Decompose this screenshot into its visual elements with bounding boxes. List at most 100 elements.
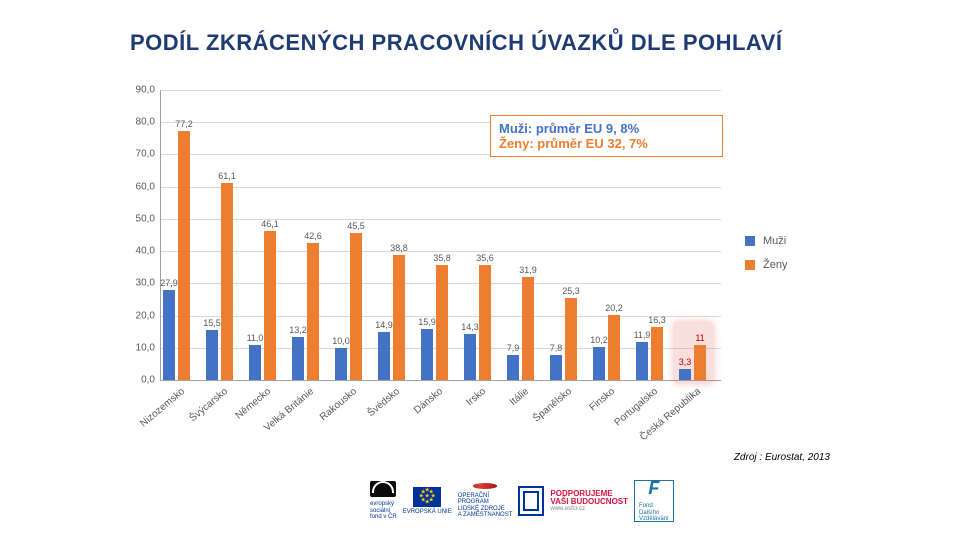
bar-muži: 27,9 — [163, 290, 175, 380]
bar-ženy: 35,6 — [479, 265, 491, 380]
x-category-label: Dánsko — [412, 386, 445, 416]
bar-ženy: 38,8 — [393, 255, 405, 380]
esf-icon — [370, 481, 396, 497]
bar-value-label: 77,2 — [175, 119, 193, 129]
averages-box: Muži: průměr EU 9, 8% Ženy: průměr EU 32… — [490, 115, 723, 157]
eu-flag-icon — [413, 487, 441, 507]
bar-value-label: 14,9 — [375, 320, 393, 330]
logo-mpsv — [518, 483, 544, 519]
bar-muži: 3,3 — [679, 369, 691, 380]
chart-x-axis-labels: NizozemskoŠvýcarskoNěmeckoVelká Británie… — [160, 382, 720, 450]
bar-value-label: 15,9 — [418, 317, 436, 327]
bar-group: 11,046,1 — [249, 90, 276, 380]
bar-value-label: 45,5 — [347, 221, 365, 231]
logo-podporujeme: PODPORUJEME VAŠI BUDOUCNOST www.esfcr.cz — [550, 483, 628, 519]
legend-label: Muži — [763, 235, 786, 247]
bar-ženy: 61,1 — [221, 183, 233, 380]
bar-muži: 7,9 — [507, 355, 519, 380]
x-category-label: Španělsko — [531, 386, 574, 424]
logo-fdv: F Fond Dalšího Vzdělávání — [634, 480, 674, 522]
mpsv-icon — [518, 486, 544, 516]
bar-value-label: 25,3 — [562, 286, 580, 296]
x-category-label: Irsko — [464, 386, 488, 408]
bar-group: 15,935,8 — [421, 90, 448, 380]
legend-swatch-zeny — [745, 260, 755, 270]
x-category-label: Finsko — [587, 386, 617, 413]
bar-ženy: 20,2 — [608, 315, 620, 380]
bar-ženy: 25,3 — [565, 298, 577, 380]
slide-title: PODÍL ZKRÁCENÝCH PRACOVNÍCH ÚVAZKŮ DLE P… — [130, 30, 782, 56]
bar-ženy: 77,2 — [178, 131, 190, 380]
bar-ženy: 46,1 — [264, 231, 276, 380]
bar-value-label: 13,2 — [289, 325, 307, 335]
bar-value-label: 14,3 — [461, 322, 479, 332]
logo-eu: EVROPSKÁ UNIE — [403, 483, 452, 519]
logo-op: OPERAČNÍ PROGRAM LIDSKÉ ZDROJE A ZAMĚSTN… — [458, 483, 513, 519]
x-category-label: Švýcarsko — [187, 386, 229, 424]
bar-group: 13,242,6 — [292, 90, 319, 380]
footer-logos: evropský sociální fond v ČR EVROPSKÁ UNI… — [370, 480, 840, 522]
bar-group: 15,561,1 — [206, 90, 233, 380]
bar-group: 27,977,2 — [163, 90, 190, 380]
bar-value-label: 7,8 — [550, 343, 563, 353]
bar-value-label: 3,3 — [679, 357, 692, 367]
bar-group: 14,335,6 — [464, 90, 491, 380]
y-tick-label: 30,0 — [136, 278, 155, 289]
bar-value-label: 31,9 — [519, 265, 537, 275]
y-tick-label: 80,0 — [136, 117, 155, 128]
bar-ženy: 31,9 — [522, 277, 534, 380]
y-tick-label: 40,0 — [136, 246, 155, 257]
source-text: Zdroj : Eurostat, 2013 — [734, 452, 830, 463]
y-tick-label: 60,0 — [136, 181, 155, 192]
bar-ženy: 35,8 — [436, 265, 448, 380]
bar-group: 14,938,8 — [378, 90, 405, 380]
x-category-label: Německo — [233, 386, 272, 422]
bar-value-label: 46,1 — [261, 219, 279, 229]
bar-muži: 13,2 — [292, 337, 304, 380]
bar-muži: 15,5 — [206, 330, 218, 380]
y-tick-label: 50,0 — [136, 213, 155, 224]
bar-ženy: 11 — [694, 345, 706, 380]
op-icon — [473, 483, 497, 489]
bar-ženy: 45,5 — [350, 233, 362, 380]
bar-ženy: 42,6 — [307, 243, 319, 380]
bar-muži: 10,2 — [593, 347, 605, 380]
bar-group: 10,045,5 — [335, 90, 362, 380]
bar-value-label: 10,2 — [590, 335, 608, 345]
bar-muži: 14,9 — [378, 332, 390, 380]
chart: 0,010,020,030,040,050,060,070,080,090,02… — [120, 80, 860, 450]
bar-value-label: 20,2 — [605, 303, 623, 313]
x-category-label: Švédsko — [365, 386, 401, 419]
legend-item-muzi: Muži — [745, 235, 787, 247]
avg-women: Ženy: průměr EU 32, 7% — [499, 136, 714, 151]
bar-value-label: 16,3 — [648, 315, 666, 325]
y-tick-label: 90,0 — [136, 85, 155, 96]
fdv-icon: F — [648, 479, 659, 499]
bar-ženy: 16,3 — [651, 327, 663, 380]
bar-value-label: 27,9 — [160, 278, 178, 288]
bar-value-label: 11 — [695, 333, 704, 343]
bar-value-label: 35,6 — [476, 253, 494, 263]
bar-muži: 11,9 — [636, 342, 648, 380]
x-category-label: Rakousko — [317, 386, 358, 423]
logo-esf: evropský sociální fond v ČR — [370, 483, 397, 519]
bar-muži: 11,0 — [249, 345, 261, 380]
bar-muži: 14,3 — [464, 334, 476, 380]
bar-value-label: 61,1 — [218, 171, 236, 181]
y-tick-label: 70,0 — [136, 149, 155, 160]
bar-value-label: 38,8 — [390, 243, 408, 253]
chart-legend: Muži Ženy — [745, 235, 787, 283]
bar-muži: 7,8 — [550, 355, 562, 380]
bar-muži: 15,9 — [421, 329, 433, 380]
x-category-label: Itálie — [507, 386, 530, 408]
legend-swatch-muzi — [745, 236, 755, 246]
avg-men: Muži: průměr EU 9, 8% — [499, 121, 714, 136]
x-category-label: Nizozemsko — [138, 386, 187, 429]
slide: PODÍL ZKRÁCENÝCH PRACOVNÍCH ÚVAZKŮ DLE P… — [0, 0, 960, 540]
legend-label: Ženy — [763, 259, 787, 271]
y-tick-label: 0,0 — [141, 375, 155, 386]
bar-value-label: 42,6 — [304, 231, 322, 241]
y-tick-label: 10,0 — [136, 342, 155, 353]
bar-value-label: 35,8 — [433, 253, 451, 263]
bar-value-label: 15,5 — [203, 318, 221, 328]
